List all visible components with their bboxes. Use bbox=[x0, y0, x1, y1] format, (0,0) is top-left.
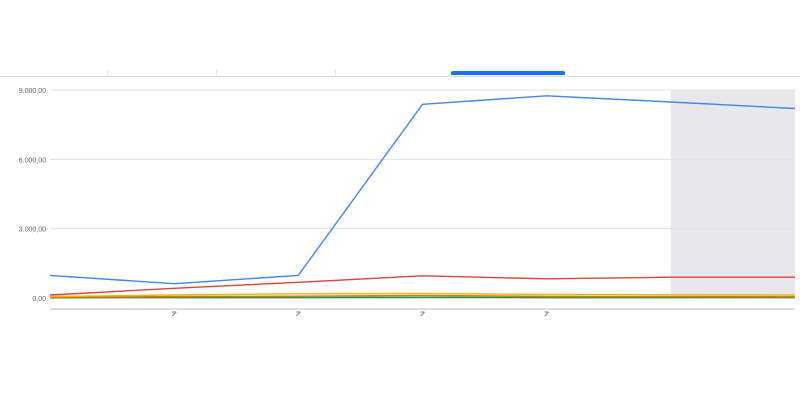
series-line bbox=[49, 275, 795, 296]
tab-separator bbox=[107, 70, 108, 76]
x-tick-mark bbox=[544, 311, 550, 317]
series-line bbox=[49, 296, 795, 299]
active-tab-indicator bbox=[451, 71, 565, 75]
tab-bar bbox=[0, 0, 800, 77]
series-line bbox=[49, 294, 796, 298]
tab-bar-divider bbox=[0, 76, 800, 77]
y-tick-label: 6.000,00 bbox=[19, 157, 46, 164]
x-tick-mark bbox=[171, 311, 177, 317]
x-tick-mark bbox=[420, 311, 425, 317]
highlight-region bbox=[670, 90, 795, 298]
y-tick-label: 3.000,00 bbox=[19, 227, 46, 234]
tab-separator bbox=[216, 70, 217, 76]
x-tick-mark bbox=[295, 311, 301, 317]
y-tick-label: 9.000,00 bbox=[19, 88, 46, 95]
y-tick-label: 0,00 bbox=[32, 296, 46, 303]
series-line bbox=[49, 95, 796, 285]
tab-separator bbox=[335, 70, 336, 76]
series-line bbox=[49, 292, 796, 298]
